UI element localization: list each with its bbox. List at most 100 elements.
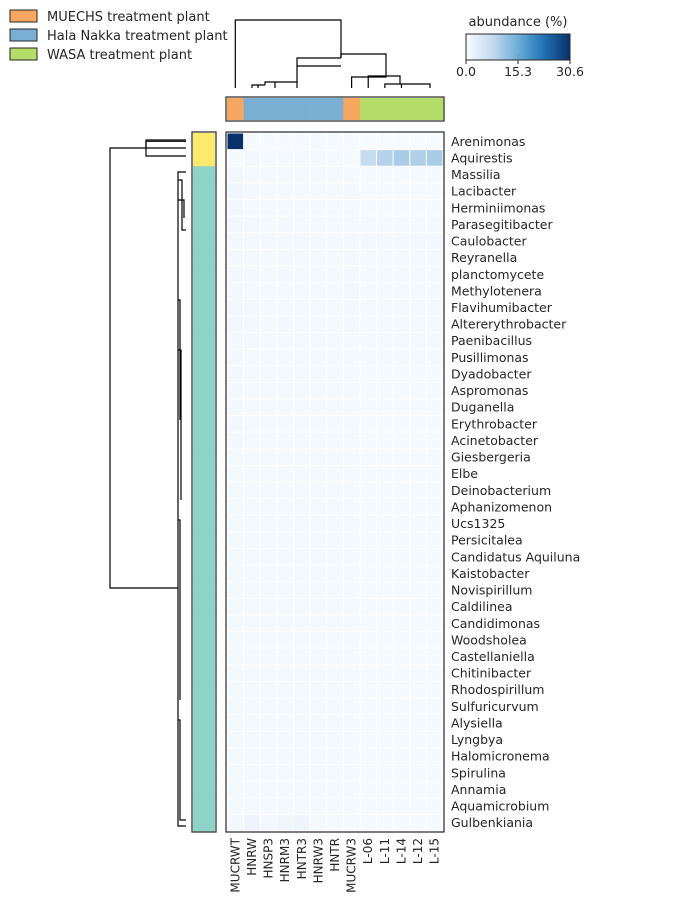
heatmap-cell: [227, 781, 244, 798]
column-group-cell: [343, 98, 361, 120]
heatmap-cell: [327, 765, 343, 781]
heatmap-cell: [426, 266, 443, 283]
row-dendrogram-link: [178, 719, 186, 821]
row-cluster-cell: [193, 548, 215, 566]
row-cluster-strip: [191, 131, 217, 833]
heatmap-cell: [393, 432, 410, 449]
heatmap-cell: [360, 648, 377, 665]
heatmap-cell: [393, 548, 410, 565]
heatmap-cell: [293, 332, 310, 349]
heatmap-cell: [360, 615, 377, 632]
heatmap-cell: [227, 366, 244, 382]
heatmap-cell: [377, 582, 393, 598]
heatmap-cell: [343, 548, 360, 565]
column-group-cell: [310, 98, 327, 120]
heatmap-cell: [244, 482, 260, 499]
heatmap-cell: [426, 133, 443, 150]
heatmap-cell: [377, 382, 393, 399]
heatmap-cell: [343, 382, 360, 399]
heatmap-cell: [343, 366, 360, 382]
heatmap-cell: [327, 515, 343, 532]
heatmap-cell: [360, 249, 377, 266]
row-cluster-cell: [193, 299, 215, 317]
heatmap-cell: [244, 748, 260, 765]
row-cluster-cell: [193, 664, 215, 682]
heatmap-cell: [277, 183, 293, 199]
column-group-cell: [326, 98, 344, 120]
column-strip-frame: [225, 96, 445, 122]
heatmap-cell: [244, 332, 260, 349]
heatmap-cell: [327, 499, 343, 515]
heatmap-cell: [343, 166, 360, 183]
row-label: Methylotenera: [451, 283, 542, 298]
row-label: Elbe: [451, 466, 478, 481]
heatmap-cell: [327, 249, 343, 266]
heatmap-cell: [260, 449, 277, 465]
column-group-cell: [227, 98, 244, 120]
heatmap-cell: [343, 582, 360, 598]
heatmap-cell: [310, 515, 327, 532]
heatmap-cell: [377, 432, 393, 449]
heatmap-cell: [327, 283, 343, 299]
row-label: Persicitalea: [451, 533, 523, 548]
heatmap-cell: [410, 582, 426, 598]
heatmap-cell: [293, 399, 310, 416]
heatmap-cell: [360, 515, 377, 532]
heatmap-cell: [293, 765, 310, 781]
row-cluster-cell: [193, 382, 215, 400]
heatmap-cell: [227, 665, 244, 681]
row-cluster-cell: [193, 614, 215, 632]
heatmap-cell: [426, 748, 443, 765]
heatmap-cell: [377, 216, 393, 233]
row-label: Acinetobacter: [451, 433, 539, 448]
heatmap-cell: [310, 199, 327, 216]
heatmap-cell: [343, 133, 360, 150]
heatmap-cell: [377, 598, 393, 615]
heatmap-cell: [260, 748, 277, 765]
heatmap-cell: [244, 349, 260, 366]
heatmap-cell: [377, 515, 393, 532]
heatmap-cell: [310, 532, 327, 548]
heatmap-cell: [343, 765, 360, 781]
heatmap-cell: [343, 731, 360, 748]
heatmap-cell: [426, 299, 443, 316]
heatmap-cell: [227, 150, 244, 166]
heatmap-cell: [343, 416, 360, 432]
heatmap-cell: [343, 598, 360, 615]
column-dendrogram-link: [264, 65, 341, 85]
heatmap-cell: [426, 632, 443, 648]
heatmap-cell: [310, 150, 327, 166]
heatmap-cell: [293, 166, 310, 183]
row-dendrogram-link: [145, 140, 186, 149]
heatmap-cell: [310, 665, 327, 681]
heatmap-cell: [360, 499, 377, 515]
heatmap-cell: [343, 150, 360, 166]
column-dendrogram: [234, 19, 431, 88]
group-legend: MUECHS treatment plant Hala Nakka treatme…: [9, 9, 228, 63]
heatmap-cell: [260, 681, 277, 698]
heatmap-cell: [260, 416, 277, 432]
heatmap-cell: [410, 532, 426, 548]
heatmap-cell: [393, 515, 410, 532]
row-cluster-cell: [193, 797, 215, 815]
heatmap-cell: [327, 532, 343, 548]
heatmap-cell: [410, 632, 426, 648]
heatmap-cell: [426, 565, 443, 582]
heatmap-cell: [244, 416, 260, 432]
heatmap-cell: [343, 814, 360, 831]
row-label: Herminiimonas: [451, 200, 545, 215]
row-label: Alysiella: [451, 715, 503, 730]
heatmap-cell: [377, 366, 393, 382]
heatmap-cell: [310, 681, 327, 698]
heatmap-cell: [310, 299, 327, 316]
row-cluster-cell: [193, 415, 215, 433]
heatmap-cell: [343, 316, 360, 332]
heatmap-cell: [377, 316, 393, 332]
heatmap-cell: [360, 681, 377, 698]
heatmap-cell: [327, 150, 343, 166]
heatmap-cell: [327, 216, 343, 233]
heatmap-cell: [410, 798, 426, 814]
heatmap-cell: [293, 798, 310, 814]
heatmap-cell: [260, 266, 277, 283]
heatmap-cell: [260, 216, 277, 233]
